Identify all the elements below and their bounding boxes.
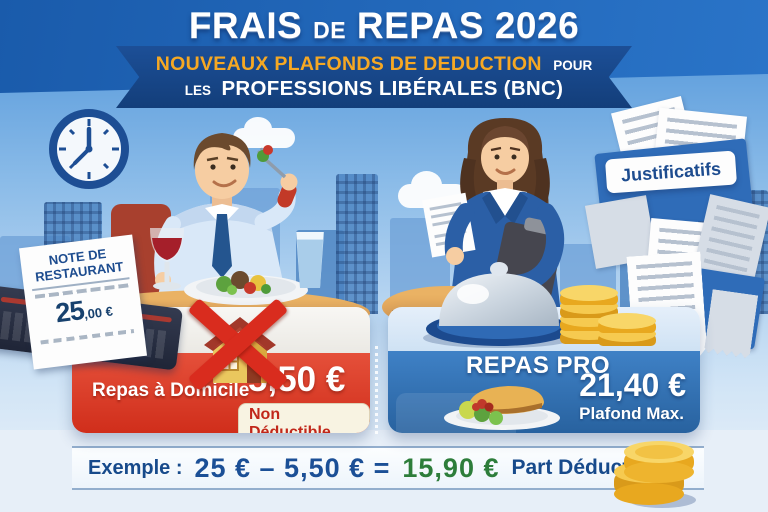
card-divider <box>375 346 378 434</box>
receipt-amount-cents: ,00 € <box>83 303 114 322</box>
meal-plate-icon <box>444 386 560 430</box>
title-part1: FRAIS <box>188 5 303 46</box>
example-result: 15,90 € <box>402 452 500 483</box>
wine-glass-icon <box>150 228 184 290</box>
coins-icon <box>614 441 696 508</box>
example-bar: Exemple : 25 € – 5,50 € = 15,90 € Part D… <box>72 446 704 490</box>
ribbon-line1-small: POUR <box>553 58 593 73</box>
clock-icon <box>49 109 129 189</box>
page-title: FRAIS DE REPAS 2026 <box>0 5 768 47</box>
table-setting <box>150 228 324 305</box>
restaurant-receipt: NOTE DE RESTAURANT 25,00 € <box>18 234 148 370</box>
building <box>336 174 378 314</box>
coins-stack-icon <box>560 285 656 346</box>
receipt-paper <box>704 289 758 359</box>
subtitle-ribbon: NOUVEAUX PLAFONDS DE DEDUCTION POUR LES … <box>116 46 632 108</box>
water-glass-icon <box>296 232 324 288</box>
receipt-amount-main: 25 <box>53 295 86 329</box>
ribbon-line1: NOUVEAUX PLAFONDS DE DEDUCTION POUR <box>156 53 593 76</box>
title-de: DE <box>313 17 347 43</box>
pro-meal-sublabel: Plafond Max. <box>579 404 684 423</box>
cloche-icon <box>423 262 575 348</box>
non-deductible-badge: Non Déductible <box>238 403 370 433</box>
pro-meal-label: REPAS PRO <box>465 352 611 379</box>
ribbon-line1-main: NOUVEAUX PLAFONDS DE DEDUCTION <box>155 53 542 75</box>
example-prefix: Exemple : <box>88 456 183 479</box>
cloud <box>233 117 295 148</box>
justificatifs-text: Justificatifs <box>620 158 722 185</box>
pro-meal-amount: 21,40 € <box>579 367 686 403</box>
ribbon-line2-small: LES <box>184 83 211 98</box>
ribbon-line2: LES PROFESSIONS LIBÉRALES (BNC) <box>185 77 564 101</box>
title-part2: REPAS 2026 <box>356 5 580 46</box>
home-meal-label: Repas à Domicile <box>92 380 250 401</box>
ribbon-line2-main: PROFESSIONS LIBÉRALES (BNC) <box>221 77 564 100</box>
example-expression: 25 € – 5,50 € = <box>194 452 391 483</box>
